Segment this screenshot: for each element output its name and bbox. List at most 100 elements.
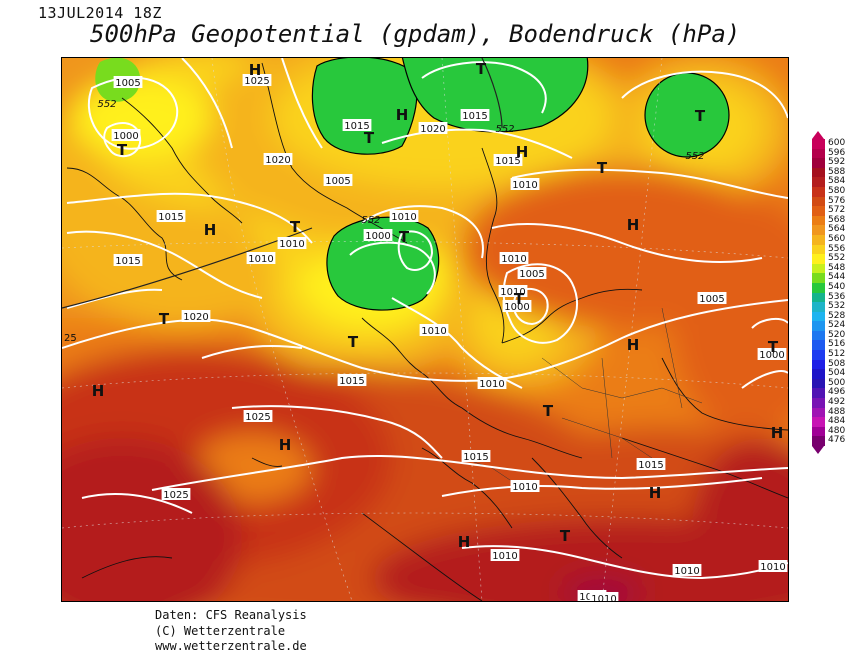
legend-label: 540	[828, 281, 846, 292]
legend-swatch	[812, 206, 825, 216]
svg-text:1010: 1010	[248, 254, 273, 265]
legend-row: 476	[812, 435, 845, 446]
low-pressure-marker: T	[117, 141, 128, 159]
legend-row: 504	[812, 368, 845, 379]
legend-row: 580	[812, 186, 845, 197]
high-pressure-marker: H	[627, 336, 640, 354]
low-pressure-marker: T	[348, 333, 359, 351]
high-pressure-marker: H	[771, 424, 784, 442]
legend-swatch	[812, 340, 825, 351]
legend-label: 532	[828, 301, 846, 312]
low-pressure-marker: T	[514, 290, 525, 308]
legend-row: 556	[812, 244, 845, 255]
legend-label: 504	[828, 368, 846, 379]
legend-swatch	[812, 398, 825, 408]
legend-swatch	[812, 350, 825, 360]
isobar-label: 1005	[113, 76, 143, 89]
height-contour-label: 552	[97, 99, 116, 110]
legend-label: 600	[828, 138, 846, 148]
copyright: (C) Wetterzentrale	[155, 623, 286, 638]
high-pressure-marker: H	[516, 143, 529, 161]
svg-text:1020: 1020	[265, 155, 290, 166]
height-contour-label: 552	[685, 151, 704, 162]
isobar-label: 1010	[389, 210, 419, 223]
isobar-label: 1015	[113, 254, 143, 267]
legend-row: 560	[812, 234, 845, 245]
svg-text:1010: 1010	[760, 562, 785, 573]
svg-text:1015: 1015	[462, 111, 487, 122]
legend-row: 564	[812, 224, 845, 235]
isobar-label: 1010	[246, 252, 276, 265]
edge-labels: 25	[64, 333, 77, 344]
legend-row: 496	[812, 387, 845, 399]
isobar-label: 1015	[460, 109, 490, 122]
isobar-label: 1005	[323, 174, 353, 187]
svg-text:1010: 1010	[512, 180, 537, 191]
isobar-label: 1015	[636, 458, 666, 471]
legend-row: 536	[812, 292, 845, 303]
legend-swatch	[812, 234, 825, 245]
low-pressure-marker: T	[543, 402, 554, 420]
legend-label: 568	[828, 214, 846, 225]
isobar-labels: 1005 1025 1000 1020 1015 1015 1020 1015 1010 1005…	[111, 74, 788, 601]
legend-swatch	[812, 330, 825, 341]
color-legend: 600 596 592 588 584 580 576 572 568 564 560 556 552 5…	[812, 131, 845, 454]
svg-text:1000: 1000	[113, 131, 138, 142]
height-contour-label: 552	[495, 124, 514, 135]
legend-swatch	[812, 436, 825, 446]
legend-row: 488	[812, 407, 845, 418]
legend-swatch	[812, 426, 825, 437]
legend-swatch	[812, 359, 825, 370]
legend-label: 556	[828, 243, 846, 254]
isobar-label: 1015	[337, 374, 367, 387]
high-pressure-marker: H	[458, 533, 471, 551]
legend-label: 480	[828, 425, 846, 436]
isobar-label: 1000	[111, 129, 141, 142]
legend-label: 512	[828, 349, 846, 360]
legend-label: 536	[828, 291, 846, 302]
legend-label: 580	[828, 185, 846, 196]
svg-text:1010: 1010	[591, 594, 616, 601]
isobar-label: 1025	[242, 74, 272, 87]
svg-text:1010: 1010	[479, 379, 504, 390]
high-pressure-marker: H	[279, 436, 292, 454]
svg-text:1000: 1000	[759, 350, 784, 361]
legend-scale: 600 596 592 588 584 580 576 572 568 564 560 556 552 5…	[812, 138, 845, 446]
low-pressure-marker: T	[476, 60, 487, 78]
isobar-label: 1010	[499, 252, 529, 265]
legend-row: 576	[812, 196, 845, 207]
height-contour-label: 552	[361, 215, 380, 226]
isobar-label: 1015	[461, 450, 491, 463]
legend-row: 516	[812, 339, 845, 351]
isobar-label: 1015	[493, 154, 523, 167]
svg-text:1015: 1015	[638, 460, 663, 471]
legend-label: 520	[828, 329, 846, 340]
legend-swatch	[812, 417, 825, 427]
low-pressure-marker: T	[768, 338, 779, 356]
legend-swatch	[812, 139, 825, 149]
weather-map: 1005 1025 1000 1020 1015 1015 1020 1015 1010 1005…	[61, 57, 789, 602]
chart-title: 500hPa Geopotential (gpdam), Bodendruck …	[90, 20, 741, 48]
isobar-label: 1015	[342, 119, 372, 132]
svg-text:1025: 1025	[245, 412, 270, 423]
legend-row: 524	[812, 320, 845, 331]
legend-swatch	[812, 254, 825, 264]
legend-row: 600	[812, 138, 845, 149]
svg-text:1010: 1010	[279, 239, 304, 250]
edge-isobar-label: 25	[64, 333, 77, 344]
isobar-label: 1025	[161, 488, 191, 501]
legend-label: 544	[828, 272, 846, 283]
legend-row: 492	[812, 397, 845, 408]
date-stamp: 13JUL2014 18Z	[38, 4, 162, 22]
legend-label: 500	[828, 377, 846, 388]
svg-text:1010: 1010	[421, 326, 446, 337]
legend-row: 544	[812, 272, 845, 283]
legend-label: 564	[828, 224, 846, 235]
isobar-label: 1010	[589, 592, 619, 601]
svg-text:1010: 1010	[674, 566, 699, 577]
coastlines	[66, 62, 788, 601]
legend-swatch	[812, 407, 825, 418]
legend-row: 520	[812, 330, 845, 341]
isobar-label: 1000	[363, 229, 393, 242]
isobar-label: 1020	[263, 153, 293, 166]
